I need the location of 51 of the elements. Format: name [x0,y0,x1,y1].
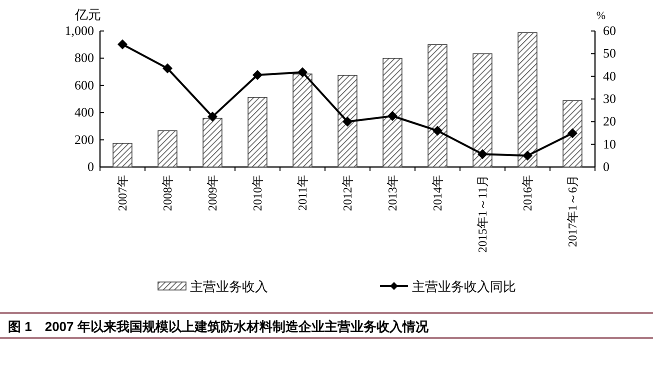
bar [562,100,582,168]
y2-tick-label: 30 [603,91,616,106]
x-tick-label: 2015年1～11月 [476,175,490,253]
y2-tick-label: 0 [603,159,610,174]
point [522,150,532,161]
x-tick-label: 2012年 [340,175,354,211]
bar [518,32,538,168]
x-tick-label: 2013年 [386,175,400,211]
y-tick-label: 800 [74,50,94,66]
y-tick-label: 0 [88,159,94,174]
point [388,111,398,121]
point [432,126,442,136]
bar [202,118,222,168]
point [478,149,488,160]
point [118,39,128,50]
y-tick-label: 600 [74,77,94,92]
x-tick-label: 2017年1～6月 [566,175,580,247]
bar [112,142,132,168]
bar [248,96,268,168]
point [252,70,262,80]
y2-tick-label: 40 [603,68,616,84]
x-tick-label: 2008年 [160,175,174,211]
y-tick-label: 400 [74,104,94,120]
y2-tick-label: 50 [603,46,616,61]
bar [158,130,178,168]
y2-tick-label: 10 [603,136,616,152]
bar [472,53,492,168]
legend-label: 主营业务收入同比 [412,279,516,294]
y-axis-title: 亿元 [74,7,101,22]
y-tick-label: 1,000 [64,23,94,38]
point [568,128,578,138]
y-tick-label: 200 [74,132,94,147]
x-tick-label: 2010年 [250,175,264,211]
bar [292,74,312,168]
y2-axis-title: % [596,10,606,22]
point [298,67,308,78]
y2-tick-label: 20 [603,114,616,129]
point [208,112,218,122]
x-tick-label: 2014年 [430,175,444,211]
bar [338,74,358,168]
point [162,63,172,74]
bar [428,44,448,168]
y2-tick-label: 60 [603,23,616,38]
x-tick-label: 2007年 [116,175,130,211]
text: 图 1 2007 年以来我国规模以上建筑防水材料制造企业主营业务收入情况 [8,319,430,334]
point [342,116,352,127]
x-tick-label: 2011年 [296,175,310,211]
bar [382,58,402,168]
x-tick-label: 2016年 [520,175,534,211]
x-tick-label: 2009年 [206,175,220,211]
legend-label: 主营业务收入 [190,279,268,294]
